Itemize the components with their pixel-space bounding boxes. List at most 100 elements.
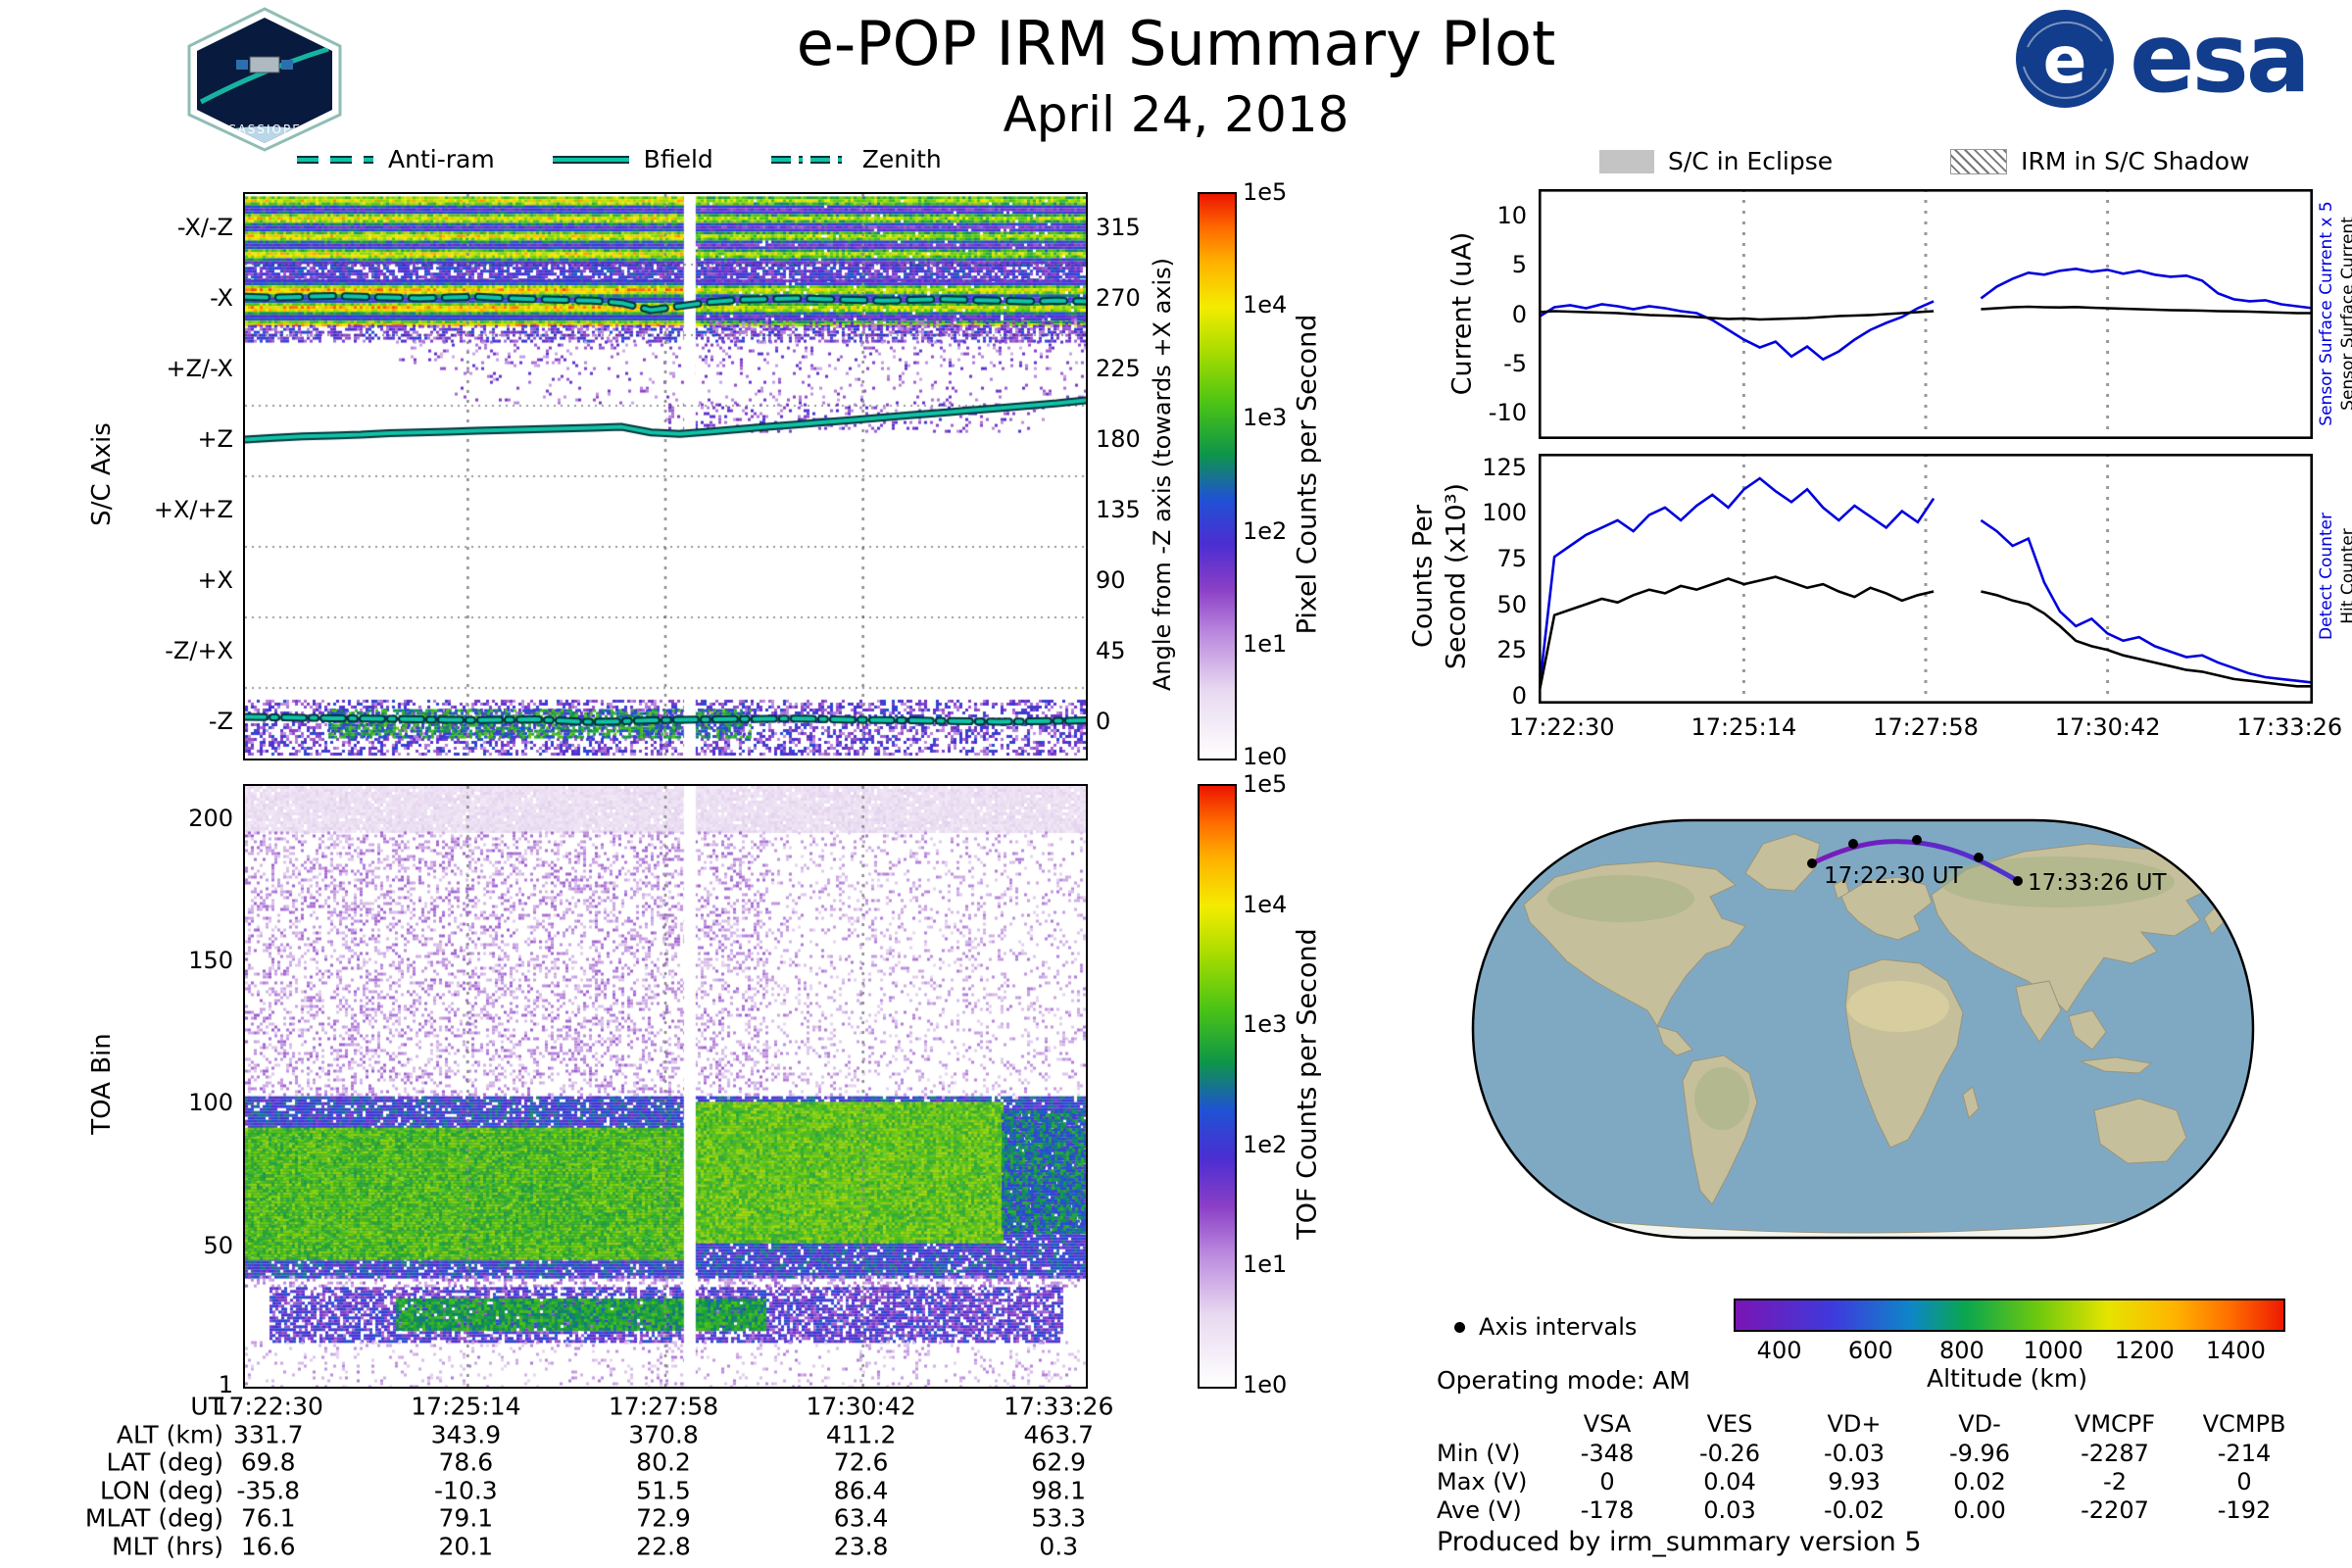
tof-colorbar-tick: 1e1: [1243, 1250, 1288, 1279]
voltage-value: 9.93: [1828, 1468, 1881, 1495]
patch-background: [197, 18, 332, 143]
continent-southeast-asia: [2068, 1009, 2107, 1051]
track-point-3: [1974, 853, 1984, 862]
voltage-column-header: VMCPF: [2074, 1410, 2156, 1438]
time-tick: 17:30:42: [2054, 713, 2161, 741]
angle-tick: 45: [1096, 637, 1126, 664]
counts-plot-series-1: [1539, 575, 2313, 696]
ephemeris-value: 62.9: [1031, 1447, 1087, 1477]
toa-tick: 1: [218, 1371, 233, 1398]
voltage-value: 0.03: [1703, 1496, 1756, 1524]
hit-counter-label: Hit Counter: [2338, 528, 2352, 624]
angle-tick: 90: [1096, 566, 1126, 594]
current-ytick: 5: [1511, 251, 1527, 279]
altitude-tick: 400: [1756, 1337, 1802, 1364]
sensor-surface-current-label: Sensor Surface Current: [2338, 217, 2352, 411]
altitude-tick: 800: [1939, 1337, 1984, 1364]
sc-axis-category: -X: [210, 284, 233, 312]
sc-axis-category: +Z/-X: [166, 355, 233, 382]
altitude-tick: 1000: [2023, 1337, 2083, 1364]
angle-axis-label: Angle from -Z axis (towards +X axis): [1149, 257, 1176, 692]
ephemeris-value: -10.3: [434, 1476, 498, 1504]
interval-dot-icon: [1454, 1321, 1465, 1333]
ephemeris-value: -35.8: [236, 1476, 301, 1504]
ephemeris-value: 23.8: [833, 1532, 889, 1560]
voltage-value: -2207: [2081, 1496, 2149, 1524]
sc-axis-category: -Z/+X: [165, 637, 233, 664]
forest-tint-namerica: [1547, 875, 1694, 922]
voltage-value: -2: [2103, 1468, 2127, 1495]
sc-axis-spectrogram: [243, 192, 1088, 760]
cassiope-mission-patch: CASSIOPE: [187, 7, 342, 152]
current-ytick: 10: [1496, 202, 1527, 230]
map-outline: [1471, 818, 2255, 1240]
esa-logo: e esa: [2014, 3, 2311, 115]
esa-wordmark: esa: [2130, 3, 2311, 115]
altitude-tick: 1200: [2114, 1337, 2175, 1364]
sc-axis-ylabel: S/C Axis: [87, 422, 117, 526]
continent-new-zealand: [2213, 1162, 2229, 1188]
ephemeris-value: 463.7: [1023, 1420, 1095, 1448]
produced-by: Produced by irm_summary version 5: [1437, 1527, 1922, 1557]
toa-tick: 150: [188, 947, 233, 975]
track-point-1: [1848, 839, 1858, 849]
counts-plot: [1539, 454, 2313, 704]
toa-ylabel: TOA Bin: [87, 1033, 117, 1135]
continent-antarctica: [1497, 1209, 2229, 1238]
ephemeris-value: 17:25:14: [411, 1392, 521, 1421]
pixel-colorbar-label: Pixel Counts per Second: [1292, 314, 1323, 635]
axis-intervals: Axis intervals: [1454, 1313, 1637, 1341]
voltage-value: 0.04: [1703, 1468, 1756, 1495]
esa-globe-icon: e: [2016, 10, 2114, 108]
satellite-body-icon: [249, 56, 280, 74]
axis-intervals-label: Axis intervals: [1479, 1313, 1638, 1341]
ephemeris-value: 98.1: [1031, 1476, 1087, 1504]
voltage-column-header: VD+: [1827, 1410, 1882, 1438]
voltage-value: 0: [2236, 1468, 2252, 1495]
altitude-colorbar: [1734, 1298, 2285, 1332]
tof-colorbar: [1198, 784, 1237, 1389]
eclipse-legend: S/C in Eclipse IRM in S/C Shadow: [1599, 147, 2249, 175]
angle-tick: 315: [1096, 214, 1141, 241]
current-ylabel: Current (uA): [1446, 231, 1478, 396]
voltage-value: -2287: [2081, 1440, 2149, 1467]
ephemeris-value: 22.8: [636, 1532, 691, 1560]
ephemeris-row-label: UT: [190, 1392, 223, 1421]
toa-tick: 50: [203, 1231, 233, 1259]
tof-colorbar-tick: 1e2: [1243, 1130, 1288, 1158]
current-plot: [1539, 189, 2313, 439]
operating-mode: Operating mode: AM: [1437, 1366, 1690, 1395]
voltage-row-label: Max (V): [1437, 1468, 1528, 1495]
toa-tick: 200: [188, 804, 233, 832]
ephemeris-value: 17:33:26: [1004, 1392, 1114, 1421]
continent-australia: [2093, 1098, 2187, 1164]
detect-counter-label: Detect Counter: [2317, 512, 2336, 641]
time-tick: 17:25:14: [1690, 713, 1797, 741]
solar-panel-left-icon: [236, 60, 248, 70]
angle-tick: 0: [1096, 708, 1111, 735]
world-map: 17:22:30 UT 17:33:26 UT: [1471, 818, 2255, 1240]
voltage-value: -214: [2217, 1440, 2272, 1467]
voltage-column-header: VD-: [1958, 1410, 2001, 1438]
voltage-value: 0.02: [1953, 1468, 2006, 1495]
shadow-label: IRM in S/C Shadow: [2021, 147, 2250, 175]
ephemeris-value: 17:22:30: [213, 1392, 323, 1421]
counts-ytick: 50: [1496, 590, 1527, 618]
toa-tick: 100: [188, 1089, 233, 1117]
track-end-label: 17:33:26 UT: [2028, 870, 2167, 896]
pixel-colorbar-tick: 1e4: [1243, 291, 1288, 319]
ephemeris-row-label: LON (deg): [100, 1476, 223, 1504]
solar-panel-right-icon: [281, 60, 293, 70]
voltage-value: -0.02: [1823, 1496, 1886, 1524]
shadow-swatch: [1950, 148, 2008, 174]
continent-central-america: [1656, 1025, 1693, 1056]
voltage-row-label: Min (V): [1437, 1440, 1521, 1467]
angle-tick: 270: [1096, 284, 1141, 312]
time-tick: 17:27:58: [1873, 713, 1979, 741]
voltage-value: -192: [2217, 1496, 2272, 1524]
counts-ylabel-line1: Counts Per: [1407, 505, 1439, 648]
eclipse-label: S/C in Eclipse: [1668, 147, 1834, 175]
pixel-colorbar-tick: 1e0: [1243, 743, 1288, 770]
track-point-4: [2013, 876, 2023, 886]
tof-colorbar-tick: 1e4: [1243, 890, 1288, 918]
